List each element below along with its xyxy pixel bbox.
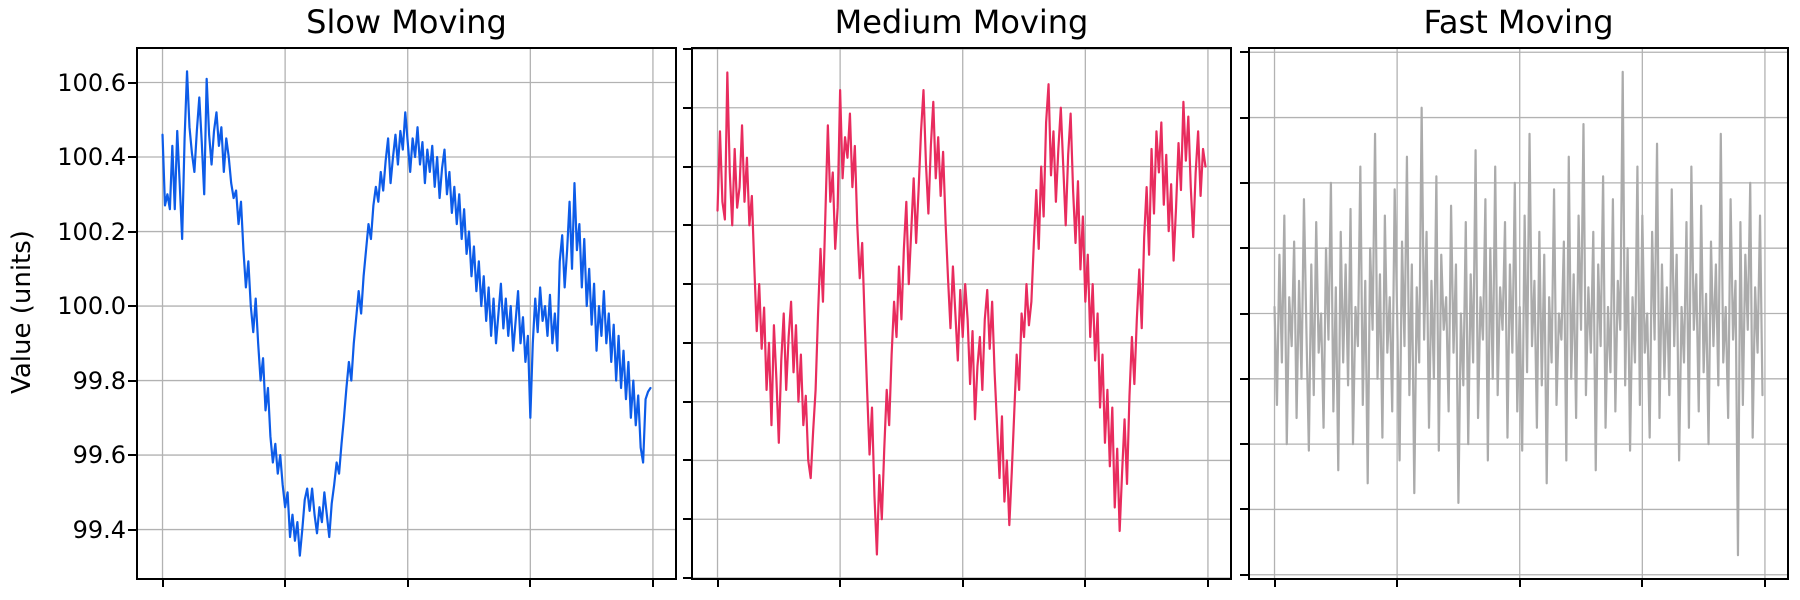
y-tick-label: 99.6 — [72, 441, 126, 470]
y-tick-mark — [683, 400, 691, 403]
x-tick-mark — [1206, 580, 1209, 587]
y-tick-mark — [683, 106, 691, 109]
y-tick-mark — [1240, 377, 1248, 380]
y-tick-mark — [128, 156, 136, 159]
series-line — [716, 71, 1207, 556]
y-tick-mark — [1240, 573, 1248, 576]
y-tick-mark — [1240, 443, 1248, 446]
x-tick-mark — [1641, 580, 1644, 587]
y-tick-mark — [128, 305, 136, 308]
y-tick-mark — [128, 379, 136, 382]
y-tick-mark — [1240, 181, 1248, 184]
y-tick-label: 100.4 — [57, 143, 126, 172]
subplot-title-fast: Fast Moving — [1423, 3, 1614, 41]
x-tick-mark — [1396, 580, 1399, 587]
plot-area-fast — [1250, 49, 1787, 578]
plot-area-medium — [693, 49, 1230, 578]
x-tick-mark — [1518, 580, 1521, 587]
y-tick-label: 100.6 — [57, 68, 126, 97]
y-tick-label: 100.2 — [57, 217, 126, 246]
y-tick-mark — [1240, 247, 1248, 250]
y-tick-label: 99.8 — [72, 366, 126, 395]
subplot-title-slow: Slow Moving — [306, 3, 507, 41]
y-tick-mark — [128, 528, 136, 531]
y-tick-mark — [683, 459, 691, 462]
y-tick-mark — [683, 577, 691, 579]
x-tick-mark — [716, 580, 719, 587]
x-tick-mark — [284, 580, 287, 587]
y-tick-mark — [1240, 116, 1248, 119]
subplot-title-medium: Medium Moving — [834, 3, 1089, 41]
y-tick-mark — [128, 81, 136, 84]
x-tick-mark — [651, 580, 654, 587]
x-tick-mark — [1273, 580, 1276, 587]
x-tick-mark — [529, 580, 532, 587]
x-tick-mark — [1084, 580, 1087, 587]
y-tick-mark — [1240, 508, 1248, 511]
y-tick-mark — [1240, 312, 1248, 315]
y-tick-mark — [128, 454, 136, 457]
y-tick-label: 99.4 — [72, 515, 126, 544]
y-tick-mark — [683, 165, 691, 168]
x-tick-mark — [406, 580, 409, 587]
y-tick-mark — [683, 48, 691, 50]
x-tick-mark — [961, 580, 964, 587]
y-tick-mark — [683, 224, 691, 227]
x-tick-mark — [839, 580, 842, 587]
y-tick-mark — [683, 341, 691, 344]
series-line — [1273, 70, 1764, 557]
x-tick-mark — [1763, 580, 1766, 587]
plot-area-slow — [138, 49, 675, 578]
y-tick-mark — [683, 518, 691, 521]
y-tick-mark — [683, 283, 691, 286]
x-tick-mark — [161, 580, 164, 587]
series-line — [161, 70, 652, 557]
y-tick-label: 100.0 — [57, 292, 126, 321]
y-tick-mark — [1240, 51, 1248, 54]
y-tick-mark — [128, 230, 136, 233]
